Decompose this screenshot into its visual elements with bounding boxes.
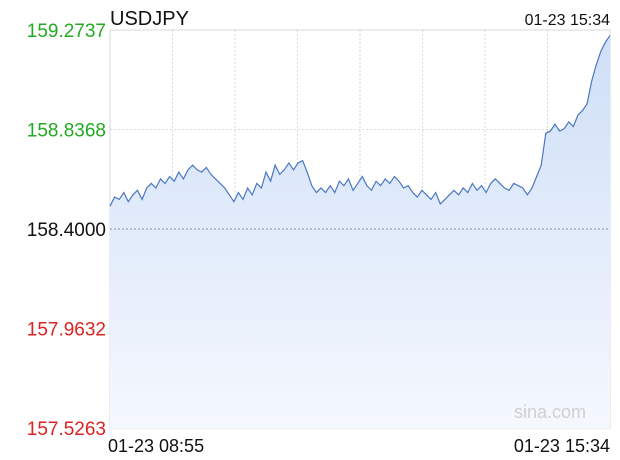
y-tick-label: 158.8368 [27, 121, 106, 142]
chart-title: USDJPY [110, 8, 189, 30]
x-start-label: 01-23 08:55 [108, 436, 204, 456]
series-area-fill [110, 35, 610, 429]
watermark: sina.com [514, 402, 586, 422]
y-tick-label: 158.4000 [27, 220, 106, 241]
y-tick-label: 157.5263 [27, 419, 106, 440]
y-axis-ticks: 159.2737 158.8368 158.4000 157.9632 157.5263 [27, 21, 106, 440]
series-line [109, 35, 611, 207]
y-tick-label: 157.9632 [27, 319, 106, 340]
timestamp-label: 01-23 15:34 [525, 12, 611, 29]
y-tick-label: 159.2737 [27, 21, 106, 42]
x-end-label: 01-23 15:34 [514, 436, 610, 456]
